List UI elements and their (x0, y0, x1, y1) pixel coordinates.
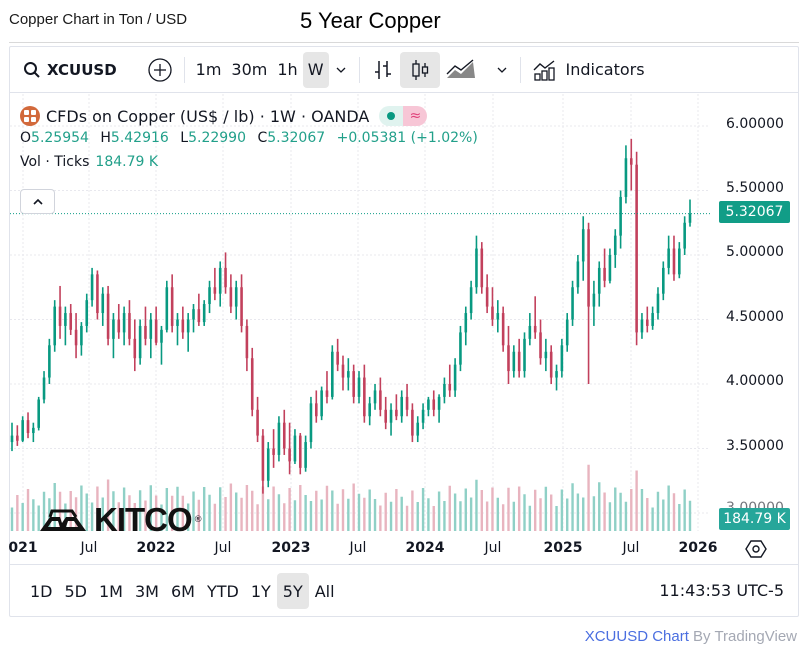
collapse-legend-button[interactable] (20, 189, 55, 214)
header-divider (9, 42, 799, 43)
chart-link[interactable]: XCUUSD Chart (584, 628, 689, 645)
attribution-footer: XCUUSD Chart By TradingView (585, 628, 797, 645)
time-tick: 021 (8, 540, 38, 556)
time-tick: Jul (80, 540, 98, 556)
range-button-1m[interactable]: 1M (99, 581, 123, 601)
toolbar-divider (358, 56, 360, 83)
volume-label: Vol · Ticks (20, 154, 90, 170)
symbol-label: XCUUSD (47, 60, 117, 79)
time-tick: Jul (214, 540, 232, 556)
candlestick-icon (411, 59, 428, 80)
legend-status-pill[interactable]: ≈ (379, 106, 428, 126)
price-tick: 5.50000 (726, 180, 784, 196)
chart-style-dropdown[interactable] (490, 52, 514, 88)
low-value: 5.22990 (188, 130, 246, 146)
kitco-brand: KITCO (94, 501, 193, 538)
time-tick: 2023 (271, 540, 311, 556)
price-chart-plot[interactable] (10, 94, 710, 531)
clock-timezone[interactable]: 11:43:53 UTC-5 (659, 581, 784, 600)
search-icon (24, 61, 40, 78)
chevron-down-icon (336, 67, 345, 73)
close-key: C (257, 130, 268, 146)
chart-settings-icon[interactable] (745, 538, 767, 560)
legend-title: CFDs on Copper (US$ / lb) · 1W · OANDA (46, 106, 370, 126)
open-value: 5.25954 (31, 130, 89, 146)
high-key: H (100, 130, 111, 146)
interval-dropdown[interactable] (329, 52, 353, 88)
interval-w[interactable]: W (302, 51, 329, 88)
time-axis[interactable]: 021 Jul 2022 Jul 2023 Jul 2024 Jul 2025 Jul 2026 (8, 531, 798, 565)
toolbar-divider (519, 56, 521, 83)
range-button-5d[interactable]: 5D (64, 581, 88, 601)
high-value: 5.42916 (110, 130, 169, 146)
price-tick: 3.50000 (726, 438, 784, 454)
price-tick: 6.00000 (726, 116, 784, 132)
chevron-down-icon (497, 67, 506, 73)
change-value: +0.05381 (+1.02%) (336, 130, 478, 146)
market-open-icon (379, 106, 404, 126)
page-subtitle: Copper Chart in Ton / USD (9, 11, 188, 28)
interval-1h[interactable]: 1h (277, 60, 298, 79)
volume-value: 184.79 K (95, 154, 159, 170)
candlestick-chart (10, 94, 710, 531)
indicators-button[interactable]: Indicators (527, 52, 650, 88)
compare-symbol-button[interactable] (142, 52, 178, 88)
close-value: 5.32067 (267, 130, 326, 146)
time-tick: 2026 (678, 540, 718, 556)
range-button-5y[interactable]: 5Y (276, 573, 309, 609)
indicators-label: Indicators (565, 60, 645, 79)
interval-30m[interactable]: 30m (231, 60, 268, 79)
plus-circle-icon (148, 57, 172, 82)
chart-toolbar: XCUUSD 1m 30m 1h W Indicators (10, 47, 798, 93)
time-tick: 2025 (543, 540, 583, 556)
date-range-bar: 1D 5D 1M 3M 6M YTD 1Y 5Y All 11:43:53 UTC-5 (10, 567, 798, 615)
page-header: Copper Chart in Ton / USD 5 Year Copper (0, 0, 808, 43)
price-tick: 5.00000 (726, 244, 784, 260)
kitco-watermark: KITCO ® (38, 501, 203, 539)
open-key: O (20, 130, 32, 146)
copper-symbol-icon (20, 106, 40, 126)
time-tick: 2024 (405, 540, 445, 556)
registered-mark: ® (193, 515, 203, 525)
last-price-badge: 5.32067 (719, 201, 790, 223)
range-button-6m[interactable]: 6M (170, 581, 195, 601)
range-button-1y[interactable]: 1Y (250, 581, 271, 601)
time-tick: Jul (484, 540, 502, 556)
chart-widget: XCUUSD 1m 30m 1h W Indicators (8, 46, 799, 617)
volume-badge: 184.79 K (719, 508, 790, 530)
price-axis[interactable]: 6.00000 5.50000 5.00000 4.50000 4.00000 … (710, 94, 798, 531)
delayed-data-icon: ≈ (403, 106, 428, 126)
time-tick: 2022 (136, 540, 176, 556)
price-tick: 4.50000 (726, 309, 784, 325)
attribution-text: By TradingView (688, 628, 797, 645)
symbol-search-button[interactable]: XCUUSD (18, 52, 122, 88)
range-button-3m[interactable]: 3M (134, 581, 159, 601)
time-tick: Jul (349, 540, 367, 556)
range-button-1d[interactable]: 1D (30, 581, 53, 601)
range-button-all[interactable]: All (314, 581, 335, 601)
interval-1m[interactable]: 1m (195, 60, 222, 79)
time-tick: Jul (622, 540, 640, 556)
candles-style-button[interactable] (399, 51, 440, 88)
indicators-icon (533, 59, 555, 81)
toolbar-divider (183, 56, 185, 83)
kitco-logo-icon (40, 509, 86, 531)
low-key: L (180, 130, 189, 146)
bars-style-button[interactable] (366, 52, 400, 88)
chevron-up-icon (32, 198, 43, 205)
chart-legend: CFDs on Copper (US$ / lb) · 1W · OANDA ≈… (20, 105, 485, 174)
area-style-button[interactable] (440, 52, 482, 88)
bar-chart-icon (374, 60, 391, 79)
ohlc-values: O5.25954 H5.42916 L5.22990 C5.32067 +0.0… (20, 130, 485, 150)
price-tick: 4.00000 (726, 373, 784, 389)
range-button-ytd[interactable]: YTD (206, 581, 239, 601)
area-chart-icon (446, 58, 475, 78)
page-title: 5 Year Copper (300, 8, 441, 33)
volume-legend: Vol · Ticks 184.79 K (20, 154, 485, 174)
